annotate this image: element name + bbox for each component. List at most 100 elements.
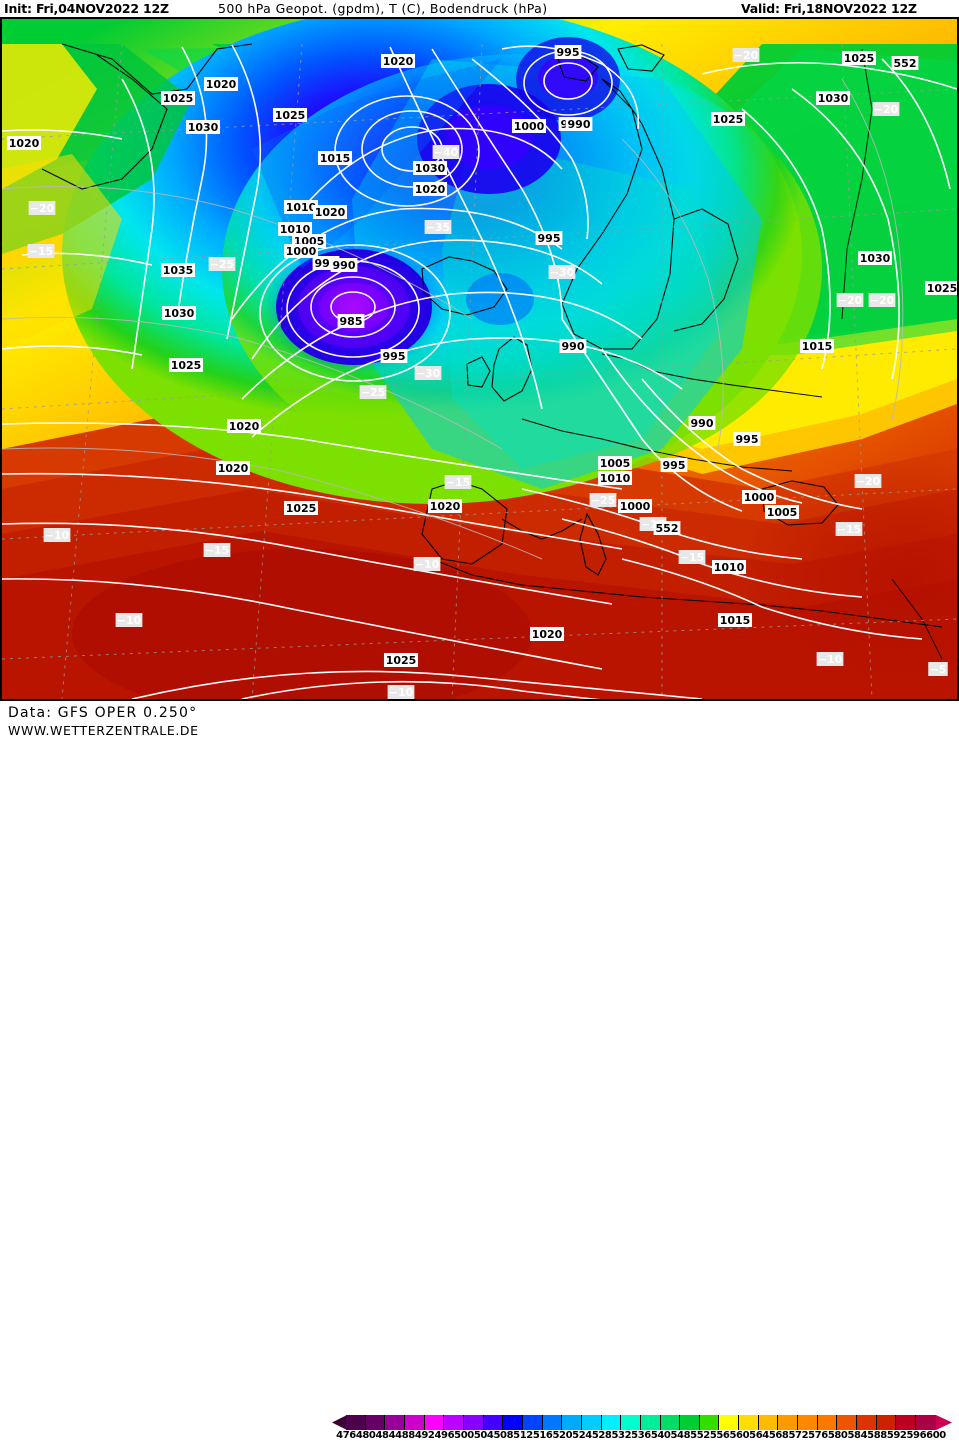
temperature-label-box	[424, 220, 452, 234]
colorbar-tick-label: 548	[670, 1430, 691, 1441]
pressure-label-text: 995	[736, 433, 759, 446]
pressure-label-text: 1020	[383, 55, 414, 68]
temperature-label-box	[359, 385, 387, 399]
temperature-label-box	[444, 475, 472, 489]
temperature-label-box	[836, 293, 864, 307]
pressure-label-text: 1015	[802, 340, 833, 353]
colorbar-tick-label: 524	[572, 1430, 592, 1441]
temperature-label-box	[835, 522, 863, 536]
pressure-label-box	[168, 358, 204, 372]
colorbar-tick-label: 592	[886, 1430, 907, 1441]
pressure-label-box	[412, 161, 448, 175]
pressure-label-box	[741, 490, 777, 504]
temperature-label-box	[678, 550, 706, 564]
pressure-label-text: 1020	[415, 183, 446, 196]
pressure-label-text: 1000	[620, 500, 651, 513]
colorbar-tick-label: 536	[631, 1430, 651, 1441]
pressure-label-text: 1020	[315, 206, 346, 219]
colorbar-swatch	[542, 1415, 563, 1430]
colorbar-swatch	[385, 1415, 405, 1430]
pressure-label-text: 990	[568, 118, 591, 131]
colorbar	[332, 1415, 952, 1430]
pressure-label-box	[185, 120, 221, 134]
pressure-label-box	[815, 91, 851, 105]
temperature-label-box	[868, 293, 896, 307]
pressure-label-text: 995	[663, 459, 686, 472]
website-label: WWW.WETTERZENTRALE.DE	[8, 723, 199, 738]
geopotential-label-text: 552	[894, 57, 917, 70]
colorbar-tick-label: 476	[336, 1430, 356, 1441]
pressure-label-text: 1025	[163, 92, 194, 105]
colorbar-tick-label: 528	[591, 1430, 612, 1441]
colorbar-tick-label: 552	[690, 1430, 710, 1441]
pressure-label-text: 1020	[218, 462, 249, 475]
pressure-label-text: 1025	[844, 52, 875, 65]
pressure-label-text: 1025	[275, 109, 306, 122]
weather-chart-svg: 1020102510301020102510201015103010201010…	[2, 19, 957, 699]
temperature-label-text: −25	[591, 494, 616, 507]
colorbar-tick-label: 572	[788, 1430, 809, 1441]
colorbar-tick-label: 516	[532, 1430, 553, 1441]
colorbar-swatch	[837, 1415, 858, 1430]
temperature-label-box	[928, 662, 948, 676]
colorbar-tick-label: 564	[749, 1430, 769, 1441]
pressure-label-box	[6, 136, 42, 150]
pressure-label-box	[427, 499, 463, 513]
temperature-label-box	[548, 265, 576, 279]
colorbar-swatch	[640, 1415, 661, 1430]
colorbar-swatch	[680, 1415, 700, 1430]
colorbar-tick-label: 532	[611, 1430, 632, 1441]
temperature-label-box	[732, 48, 760, 62]
colorbar-swatch	[660, 1415, 681, 1430]
pressure-label-box	[511, 119, 547, 133]
colorbar-swatch	[581, 1415, 602, 1430]
colorbar-tick-label: 492	[414, 1430, 435, 1441]
temperature-label-text: −20	[870, 294, 895, 307]
pressure-label-box	[283, 244, 319, 258]
temperature-label-box	[27, 244, 55, 258]
temperature-label-text: −20	[874, 103, 899, 116]
pressure-label-box	[617, 499, 653, 513]
colorbar-swatch	[778, 1415, 799, 1430]
pressure-label-text: 1020	[532, 628, 563, 641]
temperature-label-box	[203, 543, 231, 557]
temperature-label-text: −5	[930, 663, 947, 676]
temperature-label-text: −15	[837, 523, 862, 536]
pressure-label-box	[160, 91, 196, 105]
init-time-label: Init: Fri,04NOV2022 12Z	[4, 1, 169, 16]
pressure-label-box	[272, 108, 308, 122]
pressure-label-text: 1015	[320, 152, 351, 165]
pressure-label-box	[660, 458, 688, 472]
temperature-label-text: −20	[734, 49, 759, 62]
pressure-label-text: 1010	[286, 201, 317, 214]
colorbar-tick-label: 500	[454, 1430, 474, 1441]
pressure-label-box	[283, 501, 319, 515]
pressure-label-text: 1025	[171, 359, 202, 372]
map-canvas[interactable]: 1020 1025 1030 1020 1025 1020 1015 1030 1020 1010…	[0, 17, 959, 701]
temperature-label-box	[387, 685, 415, 699]
pressure-label-box	[733, 432, 761, 446]
colorbar-tick-label: 600	[926, 1430, 946, 1441]
temperature-label-text: −10	[415, 558, 440, 571]
colorbar-tick-label: 580	[827, 1430, 848, 1441]
temperature-label-text: −10	[389, 686, 414, 699]
temperature-label-text: −15	[446, 476, 471, 489]
pressure-label-box	[317, 151, 353, 165]
map-header: Init: Fri,04NOV2022 12Z 500 hPa Geopot. …	[0, 0, 959, 17]
pressure-label-box	[161, 306, 197, 320]
pressure-label-box	[277, 222, 313, 236]
geopotential-label-text: 552	[656, 522, 679, 535]
colorbar-tick-label: 560	[729, 1430, 750, 1441]
colorbar-swatch	[404, 1415, 425, 1430]
pressure-label-box	[799, 339, 835, 353]
pressure-label-box	[688, 416, 716, 430]
temperature-label-text: −15	[680, 551, 705, 564]
pressure-label-box	[337, 314, 365, 328]
colorbar-swatch	[463, 1415, 484, 1430]
pressure-label-text: 1005	[767, 506, 798, 519]
pressure-label-box	[924, 281, 957, 295]
colorbar-tick-label: 480	[355, 1430, 376, 1441]
temperature-label-text: −30	[416, 367, 441, 380]
pressure-label-text: 1020	[430, 500, 461, 513]
